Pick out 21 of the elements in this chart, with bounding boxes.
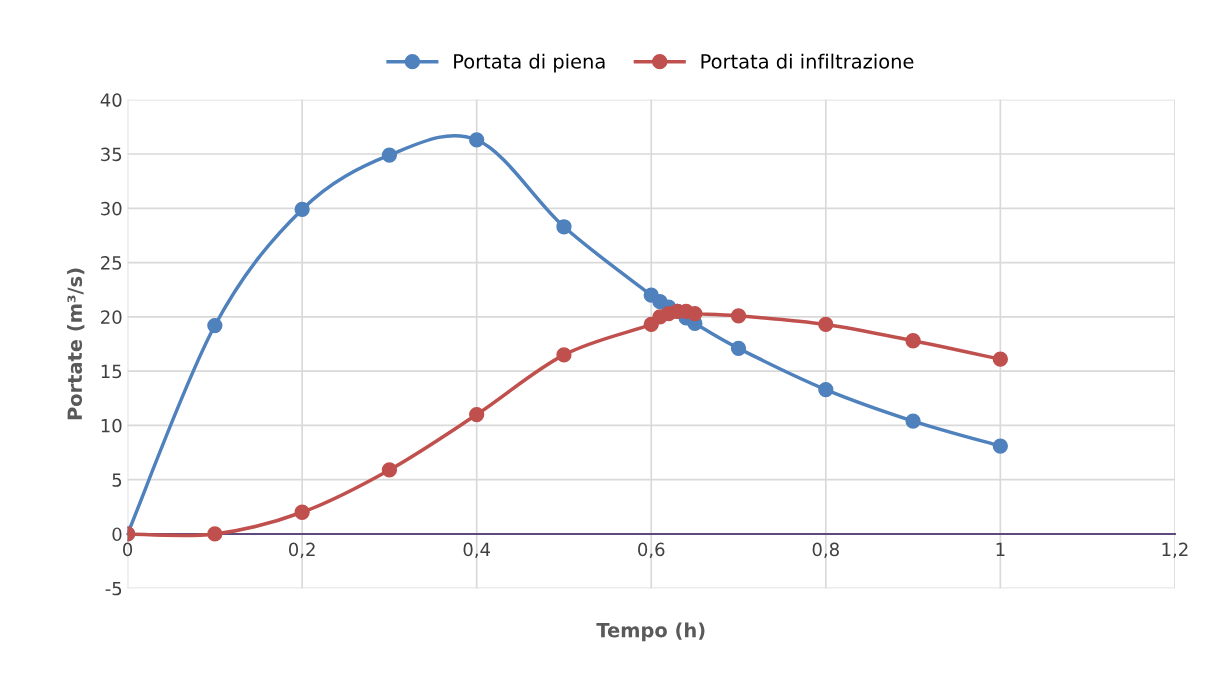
y-tick-label: 0 xyxy=(112,527,122,542)
y-tick-label: 5 xyxy=(112,473,122,487)
y-tick-label: -5 xyxy=(105,581,122,596)
legend-label: Portata di piena xyxy=(454,53,605,73)
y-tick-label: 25 xyxy=(101,256,122,270)
x-tick-label: 1 xyxy=(996,542,1005,557)
x-tick-label: 0,4 xyxy=(463,542,491,559)
x-axis-title: Tempo (h) xyxy=(596,622,705,642)
y-tick-label: 10 xyxy=(101,418,122,433)
x-tick-label: 0,6 xyxy=(638,542,665,559)
x-tick-label: 0 xyxy=(123,542,133,557)
y-tick-label: 30 xyxy=(101,201,122,216)
y-axis-title: Portate (m³/s) xyxy=(67,268,85,420)
x-tick-label: 1,2 xyxy=(1162,542,1188,559)
legend-label: Portata di infiltrazione xyxy=(701,53,914,69)
y-tick-label: 35 xyxy=(101,147,122,162)
y-tick-label: 15 xyxy=(101,364,122,379)
x-tick-label: 0,8 xyxy=(812,542,839,559)
y-tick-label: 40 xyxy=(100,93,122,107)
x-tick-label: 0,2 xyxy=(288,542,315,559)
y-tick-label: 20 xyxy=(101,310,122,324)
